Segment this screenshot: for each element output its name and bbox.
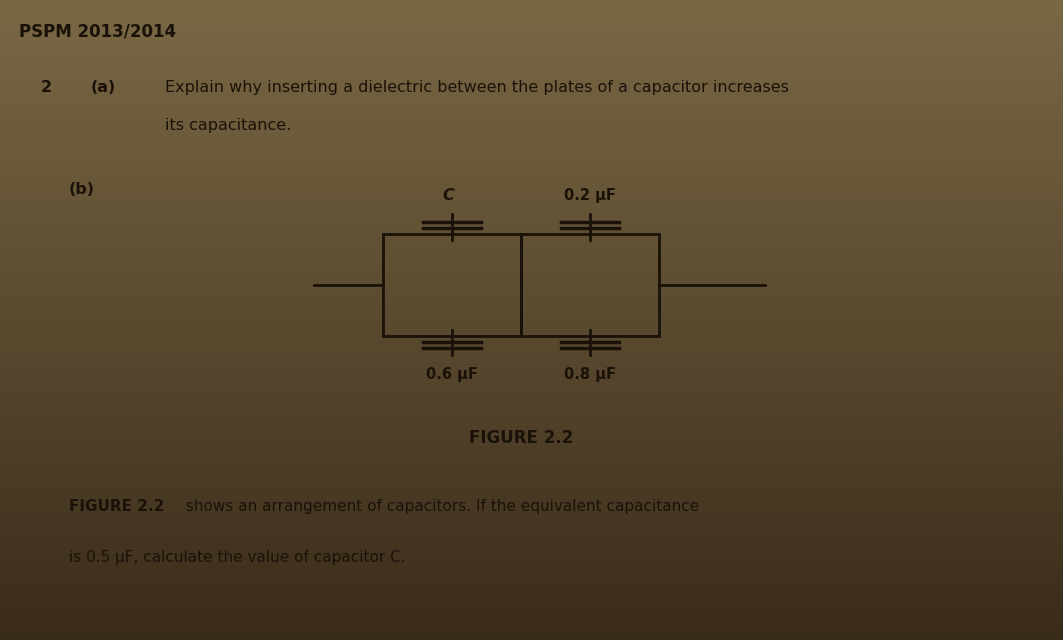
Text: 0.2 μF: 0.2 μF (564, 188, 615, 203)
Text: FIGURE 2.2: FIGURE 2.2 (69, 499, 165, 514)
Bar (383, 234, 521, 336)
Text: its capacitance.: its capacitance. (165, 118, 291, 133)
Text: 2: 2 (40, 80, 51, 95)
Text: 0.8 μF: 0.8 μF (564, 367, 615, 381)
Text: (a): (a) (90, 80, 116, 95)
Text: is 0.5 μF, calculate the value of capacitor C.: is 0.5 μF, calculate the value of capaci… (69, 550, 406, 565)
Bar (521, 234, 659, 336)
Text: shows an arrangement of capacitors. If the equivalent capacitance: shows an arrangement of capacitors. If t… (181, 499, 699, 514)
Text: PSPM 2013/2014: PSPM 2013/2014 (19, 22, 176, 40)
Text: (b): (b) (69, 182, 95, 197)
Text: C: C (442, 188, 455, 203)
Text: Explain why inserting a dielectric between the plates of a capacitor increases: Explain why inserting a dielectric betwe… (165, 80, 789, 95)
Text: 0.6 μF: 0.6 μF (426, 367, 477, 381)
Text: FIGURE 2.2: FIGURE 2.2 (469, 429, 573, 447)
